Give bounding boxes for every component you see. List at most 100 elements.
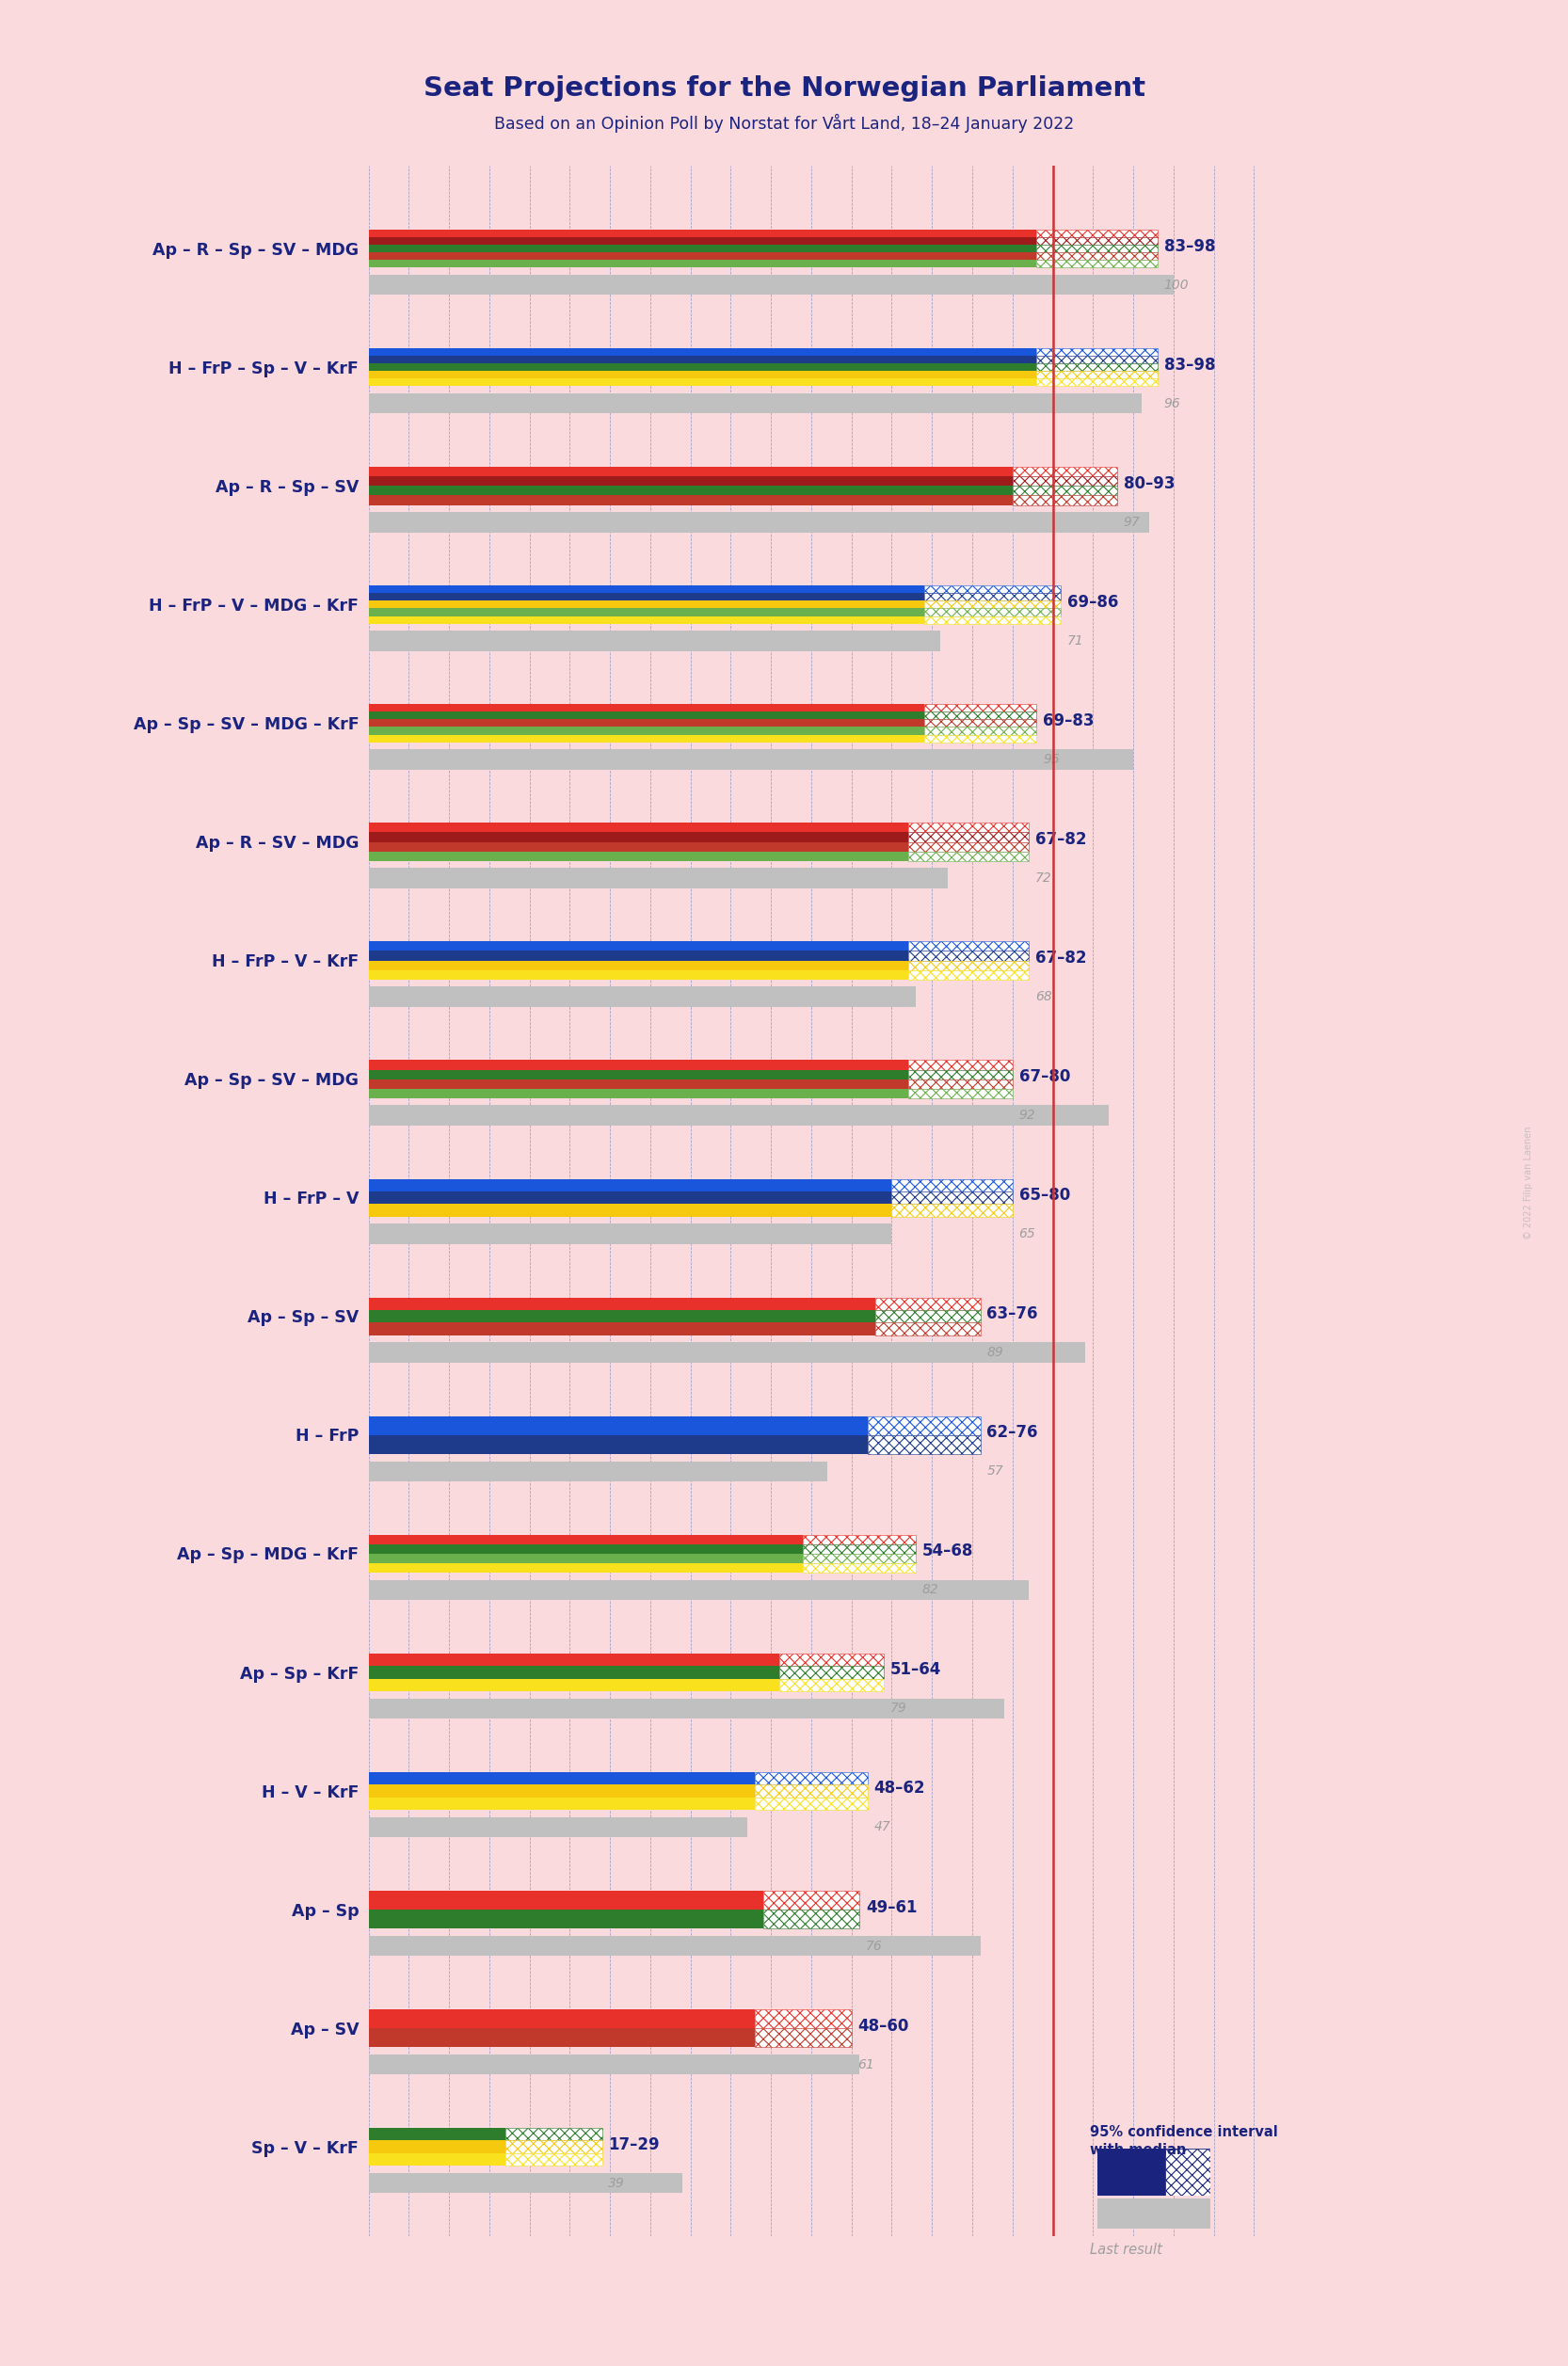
Bar [754,2009,851,2028]
Bar [924,712,1036,719]
Bar [368,712,924,719]
Bar [368,393,1142,414]
Text: 69–86: 69–86 [1068,594,1118,610]
Bar [368,2009,754,2028]
Text: 100: 100 [1163,279,1189,291]
Text: 71: 71 [1068,634,1083,648]
Text: H – FrP – Sp – V – KrF: H – FrP – Sp – V – KrF [169,360,359,376]
Text: 65: 65 [1019,1228,1035,1240]
Bar [368,842,908,852]
Bar [368,1677,779,1692]
Bar [368,632,941,651]
Bar [924,608,1062,615]
Bar [1165,2148,1210,2196]
Bar [875,1311,980,1323]
Text: 67–82: 67–82 [1035,830,1087,847]
Bar [803,1545,916,1554]
Text: 89: 89 [986,1346,1004,1358]
Bar [505,2127,602,2141]
Bar [1036,244,1157,253]
Bar [368,1060,908,1069]
Bar [803,1536,916,1545]
Text: 67–82: 67–82 [1035,949,1087,968]
Text: 79: 79 [891,1701,906,1715]
Text: 63–76: 63–76 [986,1306,1038,1323]
Bar [924,719,1036,726]
Bar [908,961,1029,970]
Bar [368,1178,892,1192]
Text: © 2022 Filip van Laenen: © 2022 Filip van Laenen [1524,1126,1534,1240]
Bar [368,970,908,980]
Bar [779,1666,884,1677]
Bar [368,2153,505,2165]
Bar [908,1088,1013,1098]
Bar [908,1079,1013,1088]
Text: 95: 95 [1043,752,1060,767]
Bar [368,1536,803,1545]
Text: 80–93: 80–93 [1124,476,1174,492]
Text: 51–64: 51–64 [891,1661,941,1677]
Bar [368,1772,754,1784]
Bar [368,2054,859,2075]
Bar [368,594,924,601]
Bar [368,1935,980,1957]
Bar [368,494,1013,504]
Bar [368,615,924,625]
Bar [368,942,908,951]
Text: Sp – V – KrF: Sp – V – KrF [252,2139,359,2158]
Bar [908,951,1029,961]
Bar [368,1069,908,1079]
Text: 97: 97 [1124,516,1140,528]
Bar [368,237,1036,244]
Bar [803,1564,916,1573]
Bar [368,1204,892,1216]
Bar [368,1342,1085,1363]
Bar [368,1890,764,1909]
Text: Ap – Sp – SV – MDG – KrF: Ap – Sp – SV – MDG – KrF [133,717,359,733]
Text: Ap – R – SV – MDG: Ap – R – SV – MDG [196,835,359,852]
Bar [368,1223,892,1245]
Text: 67–80: 67–80 [1019,1069,1069,1086]
Bar [368,726,924,733]
Bar [1036,355,1157,364]
Bar [1013,494,1116,504]
Bar [368,719,924,726]
Bar [368,750,1134,769]
Bar [368,1417,867,1436]
Bar [803,1554,916,1564]
Text: 54–68: 54–68 [922,1543,974,1559]
Bar [368,274,1173,296]
Text: 65–80: 65–80 [1019,1188,1069,1204]
Bar [368,2141,505,2153]
Bar [368,1817,746,1838]
Bar [875,1323,980,1334]
Text: Ap – Sp – SV: Ap – Sp – SV [248,1308,359,1327]
Bar [892,1192,1013,1204]
Text: 39: 39 [608,2177,626,2189]
Text: 83–98: 83–98 [1163,239,1215,256]
Bar [368,260,1036,267]
Text: Ap – Sp – SV – MDG: Ap – Sp – SV – MDG [185,1072,359,1088]
Text: H – FrP – V – MDG – KrF: H – FrP – V – MDG – KrF [149,599,359,615]
Bar [1036,260,1157,267]
Bar [924,615,1062,625]
Bar [764,1890,859,1909]
Bar [368,1564,803,1573]
Bar [908,823,1029,833]
Bar [368,1798,754,1810]
Bar [875,1297,980,1311]
Bar [368,348,1036,355]
Bar [368,1462,828,1481]
Text: H – FrP: H – FrP [295,1429,359,1446]
Bar [368,868,949,887]
Bar [368,1436,867,1455]
Bar [779,1654,884,1666]
Text: 92: 92 [1019,1110,1035,1121]
Bar [924,733,1036,743]
Bar [1036,230,1157,237]
Bar [867,1436,980,1455]
Bar [368,601,924,608]
Bar [754,1772,867,1784]
Bar [1036,348,1157,355]
Bar [908,1069,1013,1079]
